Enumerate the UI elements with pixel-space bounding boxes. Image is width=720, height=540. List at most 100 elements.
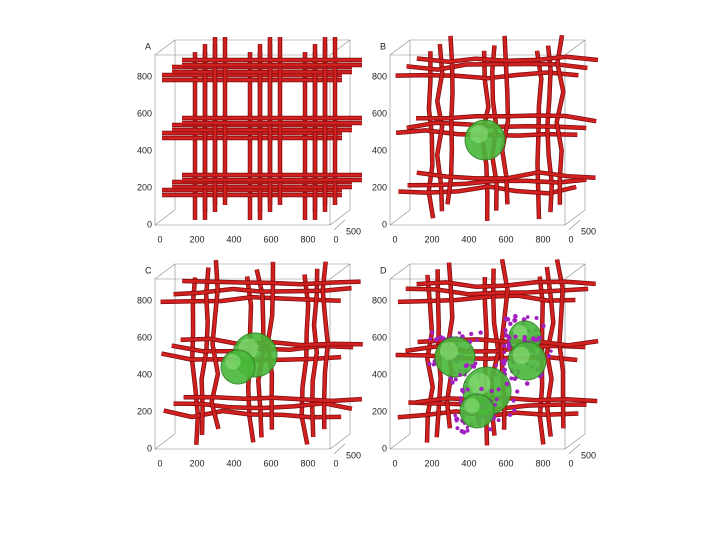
y-tick-label: 600: [372, 108, 387, 118]
x-tick-label: 200: [189, 234, 204, 244]
z-tick-label: 500: [346, 226, 361, 236]
panel-label: B: [380, 41, 386, 51]
strut: [545, 266, 555, 437]
particle: [461, 429, 467, 435]
particle: [524, 381, 530, 386]
x-tick-label: 0: [157, 458, 162, 468]
particle: [505, 317, 511, 322]
box-frame: [154, 39, 351, 226]
particle: [503, 329, 508, 334]
strut: [210, 260, 220, 430]
z-tick-label: 0: [568, 234, 573, 244]
cluster-highlight: [512, 346, 530, 364]
particle: [530, 336, 536, 342]
x-tick-label: 800: [300, 458, 315, 468]
particle: [455, 426, 460, 431]
box-frame: [389, 263, 586, 450]
particle: [457, 331, 462, 335]
y-tick-label: 600: [137, 108, 152, 118]
particle: [508, 321, 513, 327]
y-tick-label: 200: [372, 182, 387, 192]
particle: [512, 408, 517, 413]
y-tick-label: 200: [137, 182, 152, 192]
particle: [511, 398, 516, 403]
x-tick-label: 600: [498, 458, 513, 468]
particle: [453, 377, 458, 382]
particle: [465, 425, 469, 430]
strut: [555, 35, 565, 205]
y-tick-label: 800: [137, 295, 152, 305]
particle: [538, 335, 542, 340]
particle: [525, 315, 530, 319]
cluster-highlight: [469, 373, 491, 395]
particle: [428, 337, 433, 341]
x-tick-label: 200: [424, 234, 439, 244]
particle: [513, 334, 518, 339]
strut: [183, 395, 362, 403]
lattice: [162, 37, 362, 220]
particle: [470, 363, 474, 368]
particle: [489, 388, 494, 394]
particle: [479, 386, 484, 392]
particle: [512, 317, 518, 323]
particle: [513, 313, 518, 319]
z-tick-label: 500: [581, 226, 596, 236]
particle: [461, 389, 466, 394]
x-tick-label: 0: [157, 234, 162, 244]
strut: [398, 185, 577, 195]
y-tick-label: 0: [147, 443, 152, 453]
particle: [454, 418, 459, 423]
cluster-highlight: [225, 354, 241, 370]
lattice: [395, 34, 599, 221]
x-tick-label: 400: [226, 458, 241, 468]
particle: [435, 336, 440, 341]
particle: [522, 334, 527, 340]
particle: [509, 376, 514, 381]
box-frame: [154, 263, 351, 450]
y-tick-label: 400: [137, 369, 152, 379]
particle: [494, 363, 498, 368]
panel-label: C: [145, 265, 152, 275]
particle: [504, 381, 510, 387]
strut: [416, 170, 596, 180]
x-tick-label: 200: [424, 458, 439, 468]
particle: [501, 343, 507, 349]
y-tick-label: 800: [137, 71, 152, 81]
y-tick-label: 400: [137, 145, 152, 155]
x-tick-label: 800: [300, 234, 315, 244]
particle: [458, 373, 462, 377]
particle: [438, 335, 444, 340]
strut: [405, 287, 589, 296]
strut: [416, 114, 597, 123]
z-tick-label: 500: [581, 450, 596, 460]
x-tick-label: 800: [535, 234, 550, 244]
y-tick-label: 400: [372, 145, 387, 155]
x-tick-label: 0: [392, 234, 397, 244]
x-tick-label: 200: [189, 458, 204, 468]
cluster-highlight: [464, 398, 480, 414]
y-tick-label: 600: [372, 332, 387, 342]
particle: [488, 427, 493, 432]
strut: [395, 71, 579, 80]
strut: [416, 55, 599, 64]
particle: [546, 353, 552, 359]
particle: [500, 359, 505, 364]
particle: [493, 402, 497, 407]
y-tick-label: 800: [372, 71, 387, 81]
particle: [465, 362, 470, 368]
particle: [534, 316, 539, 320]
panel-label: A: [145, 41, 151, 51]
x-tick-label: 400: [226, 234, 241, 244]
particle: [494, 397, 499, 402]
y-tick-label: 400: [372, 369, 387, 379]
particle: [478, 330, 483, 335]
particle: [506, 341, 511, 346]
strut: [160, 295, 341, 304]
strut: [182, 279, 361, 286]
particle: [541, 323, 546, 329]
x-tick-label: 400: [461, 234, 476, 244]
